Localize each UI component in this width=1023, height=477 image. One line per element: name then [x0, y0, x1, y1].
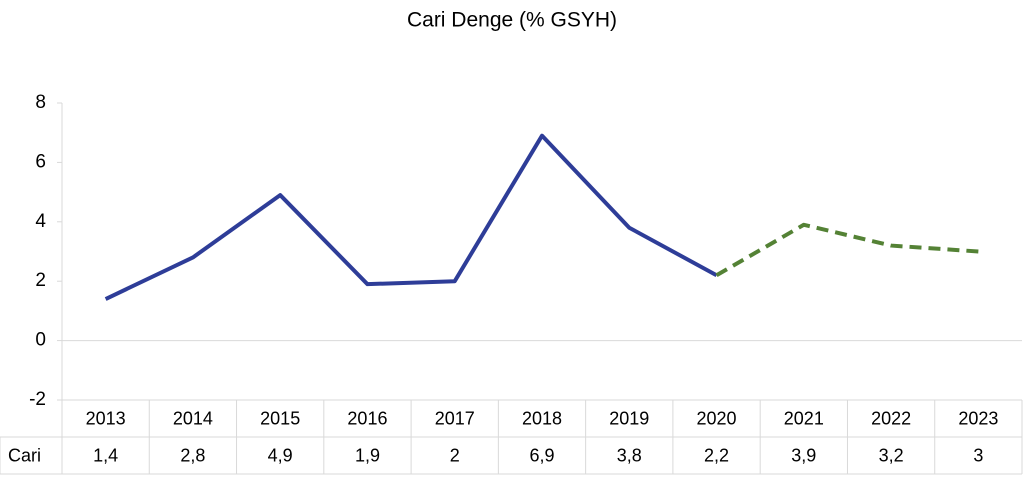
table-cell: 3,8 — [617, 445, 642, 465]
y-tick-label: 0 — [35, 330, 46, 351]
table-cell: 1,4 — [93, 445, 118, 465]
x-tick-label: 2020 — [697, 408, 737, 428]
table-cell: 1,9 — [355, 445, 380, 465]
table-cell: 3,2 — [879, 445, 904, 465]
y-tick-label: 6 — [35, 151, 46, 172]
table-cell: 2 — [450, 445, 460, 465]
x-tick-label: 2017 — [435, 408, 475, 428]
x-tick-label: 2015 — [260, 408, 300, 428]
table-cell: 3 — [973, 445, 983, 465]
line-actual — [104, 133, 718, 301]
chart-title: Cari Denge (% GSYH) — [407, 9, 617, 32]
line-forecast — [715, 222, 979, 277]
x-tick-label: 2019 — [609, 408, 649, 428]
table-cell: 6,9 — [529, 445, 554, 465]
x-tick-label: 2023 — [958, 408, 998, 428]
x-tick-label: 2018 — [522, 408, 562, 428]
table-row-label: Cari — [8, 445, 41, 465]
x-tick-label: 2022 — [871, 408, 911, 428]
x-tick-label: 2016 — [347, 408, 387, 428]
x-tick-label: 2014 — [173, 408, 213, 428]
x-tick-label: 2013 — [86, 408, 126, 428]
y-tick-label: 2 — [35, 270, 46, 291]
table-cell: 2,8 — [180, 445, 205, 465]
y-tick-label: -2 — [29, 389, 46, 410]
table-cell: 2,2 — [704, 445, 729, 465]
table-cell: 3,9 — [791, 445, 816, 465]
y-tick-label: 8 — [35, 92, 46, 113]
x-tick-label: 2021 — [784, 408, 824, 428]
table-cell: 4,9 — [268, 445, 293, 465]
y-tick-label: 4 — [35, 211, 46, 232]
